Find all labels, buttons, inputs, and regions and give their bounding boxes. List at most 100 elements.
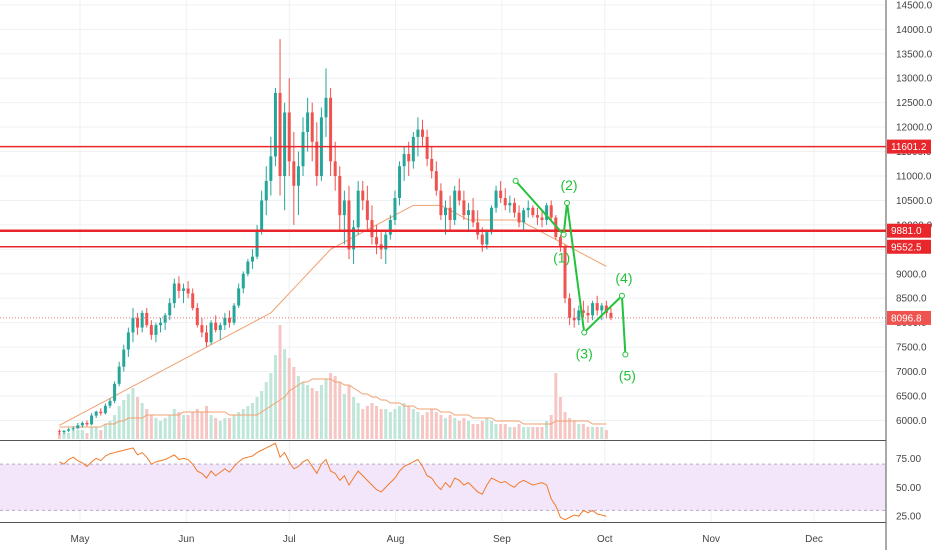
candle-body	[453, 190, 457, 220]
volume-bar	[517, 424, 521, 439]
volume-bar	[140, 403, 144, 439]
candle-body	[177, 283, 181, 291]
volume-bar	[319, 385, 323, 439]
candle-body	[388, 220, 392, 235]
volume-bar	[549, 415, 553, 439]
candle-body	[329, 97, 333, 162]
volume-bar	[462, 418, 466, 439]
wave-point[interactable]	[622, 351, 629, 358]
grid	[0, 0, 886, 522]
volume-bar	[260, 391, 264, 439]
candle-body	[255, 229, 259, 257]
candle-body	[448, 207, 452, 220]
volume-bar	[306, 385, 310, 439]
wave-point[interactable]	[618, 292, 625, 299]
volume-bar	[301, 382, 305, 439]
wave-point[interactable]	[581, 329, 588, 336]
wave-point[interactable]	[564, 199, 571, 206]
candle-body	[191, 293, 195, 308]
rsi-panel	[0, 442, 886, 521]
volume-bar	[480, 421, 484, 439]
volume-bar	[421, 415, 425, 439]
candle-body	[361, 190, 365, 201]
price-ma-line	[59, 204, 607, 426]
candle-body	[512, 202, 516, 213]
price-tick-label: 6500.0	[896, 392, 927, 403]
volume-bar	[572, 421, 576, 439]
candle-body	[301, 132, 305, 167]
wave-label: (1)	[553, 250, 570, 266]
candle-body	[195, 308, 199, 326]
candle-body	[476, 222, 480, 235]
volume-bar	[457, 421, 461, 439]
volume-bar	[434, 412, 438, 439]
elliott-wave: (1) (2) (3) (4) (5)	[512, 177, 636, 383]
volume-bar	[338, 382, 342, 439]
price-tick-label: 8500.0	[896, 294, 927, 305]
candle-body	[489, 207, 493, 233]
rsi-tick-label: 75.00	[896, 454, 921, 465]
candle-body	[508, 202, 512, 206]
candle-body	[522, 210, 526, 223]
volume-bar	[90, 427, 94, 439]
volume-bar	[113, 415, 117, 439]
volume-bar	[329, 373, 333, 439]
volume-bar	[182, 415, 186, 439]
wave-label: (5)	[619, 367, 636, 383]
candle-body	[494, 190, 498, 208]
candle-body	[471, 210, 475, 223]
candle-body	[568, 298, 572, 318]
candle-body	[411, 136, 415, 162]
volume-bar	[204, 406, 208, 439]
candle-body	[264, 180, 268, 201]
volume-bar	[430, 409, 434, 439]
volume-bars	[57, 325, 608, 439]
volume-bar	[71, 430, 75, 439]
price-tick-label: 10500.0	[896, 196, 932, 207]
volume-bar	[122, 400, 126, 439]
wave-point[interactable]	[512, 177, 519, 184]
volume-bar	[287, 358, 291, 439]
wave-point[interactable]	[560, 231, 567, 238]
candle-body	[535, 215, 539, 218]
candle-body	[172, 283, 176, 304]
volume-bar	[103, 424, 107, 439]
volume-bar	[62, 433, 66, 439]
volume-bar	[379, 409, 383, 439]
candle-body	[113, 383, 117, 401]
volume-bar	[416, 412, 420, 439]
wave-label: (2)	[560, 177, 577, 193]
volume-bar	[227, 418, 231, 439]
price-tick-label: 7500.0	[896, 343, 927, 354]
candle-body	[103, 405, 107, 414]
volume-bar	[99, 430, 103, 439]
candle-body	[572, 317, 576, 321]
wave-path[interactable]	[514, 180, 627, 355]
month-tick-label: Dec	[805, 534, 823, 545]
candle-body	[595, 303, 599, 311]
volume-bar	[214, 418, 218, 439]
volume-bar	[540, 427, 544, 439]
horizontal-levels	[0, 145, 886, 319]
candle-body	[563, 246, 567, 299]
volume-bar	[512, 427, 516, 439]
candle-body	[315, 141, 319, 176]
candle-body	[232, 305, 236, 323]
candle-body	[149, 325, 153, 335]
volume-bar	[333, 376, 337, 439]
volume-bar	[535, 427, 539, 439]
candle-body	[398, 166, 402, 198]
candle-body	[425, 136, 429, 159]
candle-body	[558, 237, 562, 247]
candle-body	[577, 310, 581, 321]
month-tick-label: Nov	[702, 534, 720, 545]
volume-bar	[177, 412, 181, 439]
candle-body	[365, 200, 369, 220]
candle-body	[540, 217, 544, 220]
candle-body	[421, 129, 425, 137]
candle-body	[57, 431, 61, 433]
volume-bar	[168, 415, 172, 439]
volume-bar	[315, 391, 319, 439]
candle-body	[457, 190, 461, 201]
